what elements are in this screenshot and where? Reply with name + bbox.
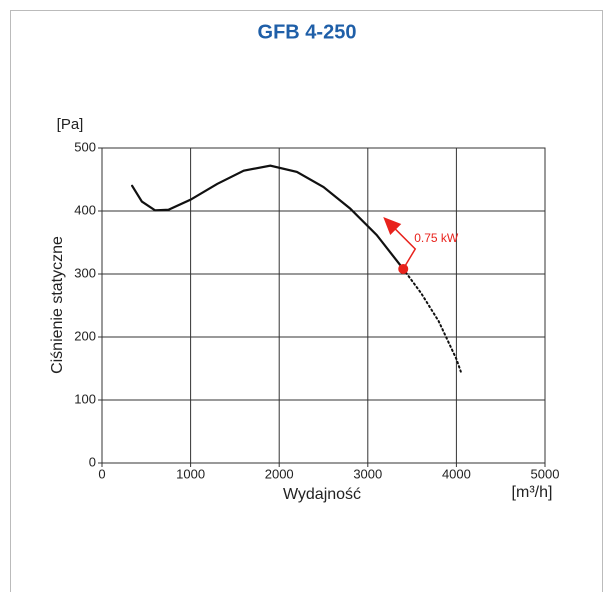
curve bbox=[402, 267, 462, 373]
x-tick-label: 4000 bbox=[442, 466, 471, 481]
x-tick-label: 2000 bbox=[265, 466, 294, 481]
y-tick-label: 300 bbox=[74, 265, 96, 280]
operating-point bbox=[398, 263, 409, 274]
y-unit: [Pa] bbox=[57, 116, 84, 133]
y-axis-label: Ciśnienie statyczne bbox=[49, 236, 66, 374]
annotation-label: 0.75 kW bbox=[414, 231, 459, 245]
y-tick-label: 0 bbox=[89, 454, 96, 469]
arrow-head bbox=[383, 216, 402, 235]
x-unit: [m³/h] bbox=[512, 484, 553, 501]
x-tick-label: 5000 bbox=[531, 466, 560, 481]
y-tick-label: 400 bbox=[74, 202, 96, 217]
y-tick-label: 100 bbox=[74, 391, 96, 406]
curve bbox=[131, 164, 405, 271]
y-tick-label: 500 bbox=[74, 139, 96, 154]
x-axis-label: Wydajność bbox=[283, 486, 361, 503]
x-tick-label: 3000 bbox=[353, 466, 382, 481]
x-tick-label: 0 bbox=[98, 466, 105, 481]
plot-area bbox=[101, 147, 546, 464]
x-tick-label: 1000 bbox=[176, 466, 205, 481]
frame bbox=[10, 10, 603, 592]
chart-title: GFB 4-250 bbox=[258, 21, 357, 43]
annotation-arrow bbox=[394, 228, 417, 270]
y-tick-label: 200 bbox=[74, 328, 96, 343]
